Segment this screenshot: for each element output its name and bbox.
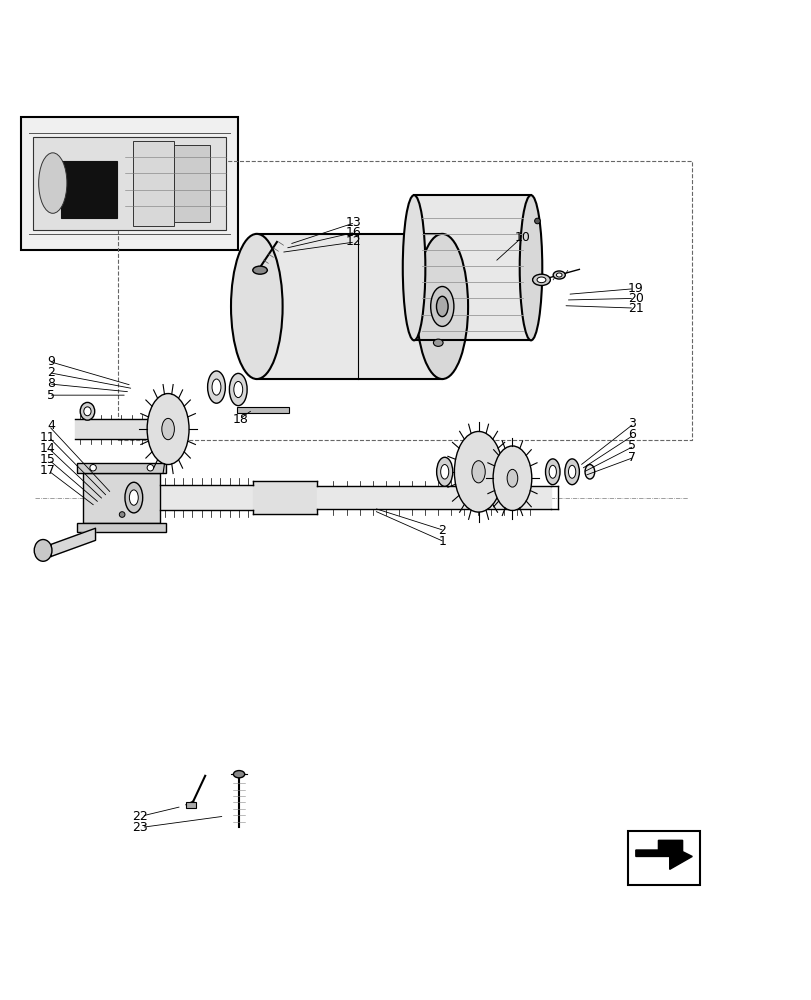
- Ellipse shape: [436, 296, 448, 317]
- Polygon shape: [635, 840, 692, 869]
- Text: 15: 15: [39, 453, 55, 466]
- Bar: [186, 802, 195, 808]
- Bar: [236, 407, 289, 413]
- Ellipse shape: [212, 379, 221, 395]
- Ellipse shape: [532, 274, 550, 285]
- Bar: [77, 523, 166, 532]
- Ellipse shape: [454, 431, 502, 512]
- Ellipse shape: [545, 459, 560, 485]
- Polygon shape: [51, 528, 96, 556]
- Ellipse shape: [536, 277, 545, 283]
- Text: 5: 5: [47, 389, 55, 402]
- Ellipse shape: [430, 286, 453, 326]
- Ellipse shape: [471, 461, 485, 483]
- Text: 11: 11: [40, 431, 55, 444]
- Ellipse shape: [568, 465, 575, 478]
- Text: 18: 18: [232, 413, 248, 426]
- Polygon shape: [160, 485, 252, 510]
- Ellipse shape: [84, 407, 91, 416]
- Ellipse shape: [436, 457, 453, 486]
- Ellipse shape: [161, 418, 174, 440]
- Text: 2: 2: [438, 524, 445, 537]
- Ellipse shape: [507, 469, 517, 487]
- Ellipse shape: [416, 234, 467, 379]
- Ellipse shape: [147, 394, 189, 465]
- Ellipse shape: [233, 771, 244, 778]
- Text: 23: 23: [132, 821, 148, 834]
- Polygon shape: [317, 486, 551, 509]
- Ellipse shape: [230, 234, 282, 379]
- Ellipse shape: [229, 373, 247, 406]
- Ellipse shape: [552, 271, 564, 279]
- Bar: [174, 145, 210, 222]
- Polygon shape: [75, 419, 147, 439]
- Polygon shape: [414, 195, 530, 340]
- Bar: [20, 117, 238, 250]
- Polygon shape: [256, 234, 442, 379]
- Polygon shape: [252, 481, 317, 514]
- Text: 3: 3: [627, 417, 635, 430]
- Text: 5: 5: [627, 439, 635, 452]
- Text: 20: 20: [627, 292, 643, 305]
- Text: 16: 16: [345, 226, 361, 239]
- Text: 14: 14: [40, 442, 55, 455]
- Text: 4: 4: [47, 419, 55, 432]
- Ellipse shape: [548, 465, 556, 478]
- Text: 9: 9: [47, 355, 55, 368]
- Ellipse shape: [34, 540, 52, 561]
- Text: 19: 19: [627, 282, 643, 295]
- Text: 12: 12: [345, 235, 361, 248]
- Ellipse shape: [556, 273, 561, 277]
- Text: 22: 22: [132, 810, 148, 823]
- Text: 8: 8: [47, 377, 55, 390]
- Bar: [84, 473, 160, 523]
- Text: 7: 7: [627, 451, 635, 464]
- Ellipse shape: [492, 446, 531, 510]
- Bar: [32, 137, 226, 230]
- Ellipse shape: [584, 465, 594, 479]
- Bar: [133, 141, 174, 226]
- Ellipse shape: [119, 512, 125, 517]
- Text: 1: 1: [438, 535, 445, 548]
- Text: 13: 13: [345, 216, 361, 229]
- Ellipse shape: [402, 195, 425, 340]
- Text: 6: 6: [627, 428, 635, 441]
- Ellipse shape: [440, 465, 448, 479]
- Ellipse shape: [129, 490, 138, 505]
- Ellipse shape: [234, 381, 242, 398]
- Ellipse shape: [80, 402, 95, 420]
- Bar: [61, 161, 117, 218]
- Bar: [627, 831, 700, 885]
- Ellipse shape: [90, 465, 97, 471]
- Text: 21: 21: [627, 302, 643, 315]
- Ellipse shape: [564, 459, 579, 485]
- Text: 2: 2: [47, 366, 55, 379]
- Ellipse shape: [534, 218, 539, 224]
- Ellipse shape: [147, 465, 153, 471]
- Ellipse shape: [252, 266, 267, 274]
- Ellipse shape: [519, 195, 542, 340]
- Text: 10: 10: [514, 231, 530, 244]
- Ellipse shape: [208, 371, 225, 403]
- Bar: [77, 463, 166, 473]
- Ellipse shape: [125, 482, 143, 513]
- Text: 17: 17: [39, 464, 55, 477]
- Ellipse shape: [433, 339, 443, 346]
- Ellipse shape: [39, 153, 67, 213]
